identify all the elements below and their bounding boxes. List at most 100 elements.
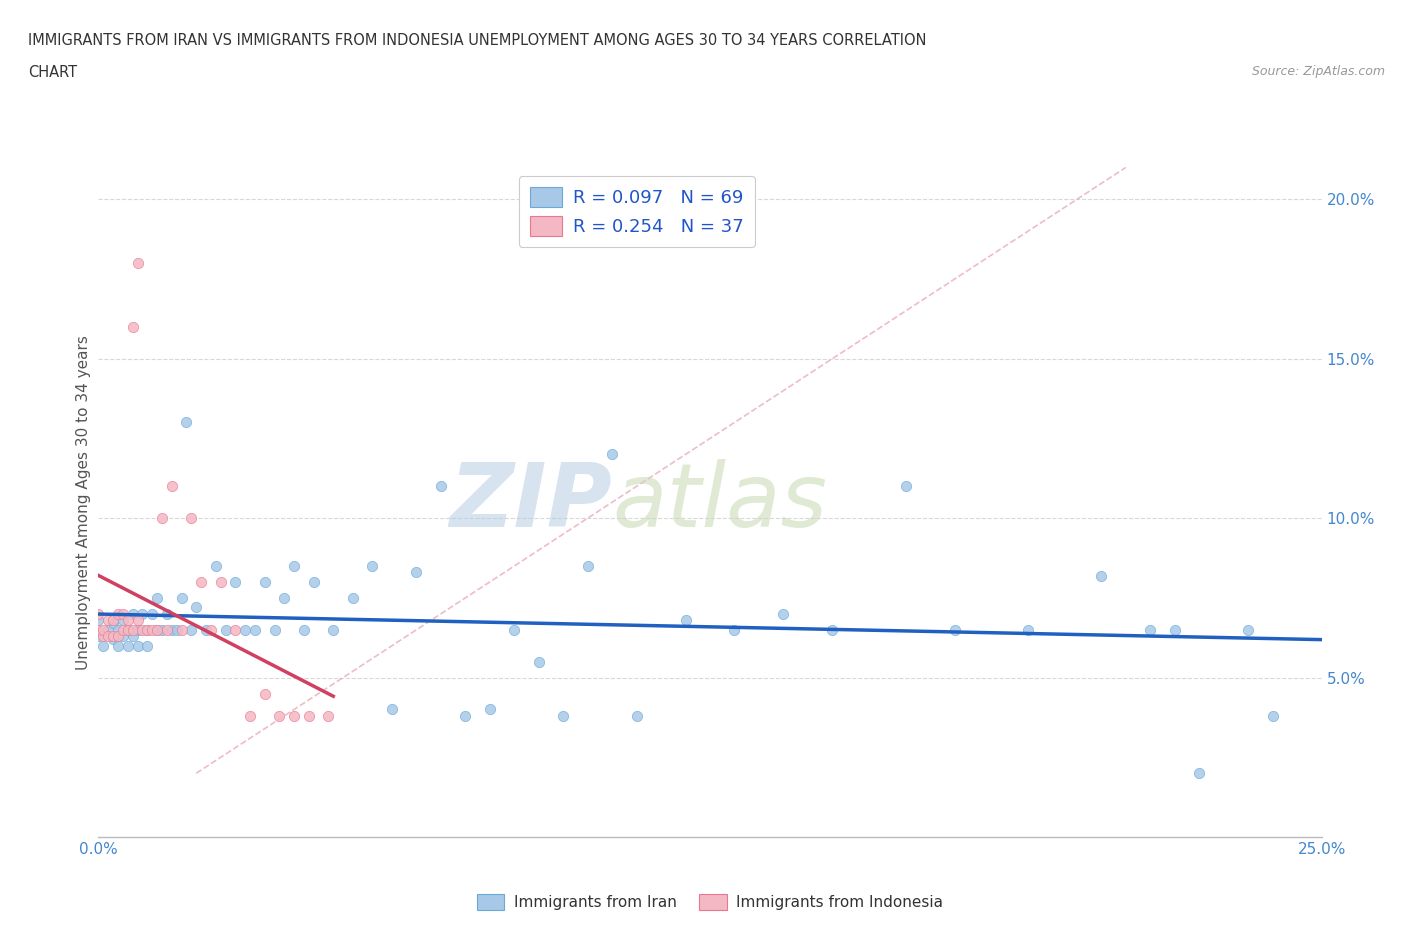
Point [553,709,575,724]
Point [127,622,149,637]
Point [821,622,844,637]
Point [87,606,110,621]
Point [150,622,173,637]
Point [1261,709,1284,724]
Point [107,606,129,621]
Point [160,622,183,637]
Point [111,622,134,637]
Point [626,709,648,724]
Point [186,600,208,615]
Point [772,606,794,621]
Point [127,638,149,653]
Point [1237,622,1260,637]
Point [454,709,477,724]
Point [205,559,228,574]
Point [214,622,236,637]
Point [150,511,173,525]
Point [166,622,188,637]
Point [200,622,222,637]
Point [117,622,139,637]
Point [943,622,966,637]
Point [1139,622,1161,637]
Point [107,629,129,644]
Point [131,606,153,621]
Point [292,622,315,637]
Point [136,638,159,653]
Point [600,447,623,462]
Point [302,575,325,590]
Point [91,622,114,637]
Point [121,606,143,621]
Point [176,415,198,430]
Point [342,591,364,605]
Point [121,629,143,644]
Point [318,709,340,724]
Point [1090,568,1112,583]
Point [381,702,404,717]
Point [97,629,120,644]
Point [101,629,124,644]
Point [136,622,159,637]
Point [298,709,321,724]
Point [91,638,114,653]
Point [87,629,110,644]
Point [121,319,143,334]
Legend: Immigrants from Iran, Immigrants from Indonesia: Immigrants from Iran, Immigrants from In… [471,887,949,916]
Point [160,479,183,494]
Text: IMMIGRANTS FROM IRAN VS IMMIGRANTS FROM INDONESIA UNEMPLOYMENT AMONG AGES 30 TO : IMMIGRANTS FROM IRAN VS IMMIGRANTS FROM … [28,33,927,47]
Point [101,631,124,646]
Point [1017,622,1039,637]
Point [117,638,139,653]
Point [180,622,202,637]
Point [87,622,110,637]
Point [111,613,134,628]
Point [101,616,124,631]
Point [170,591,193,605]
Point [233,622,256,637]
Point [527,654,550,669]
Point [723,622,745,637]
Point [111,629,134,644]
Point [894,479,917,494]
Point [127,613,149,628]
Point [180,511,202,525]
Point [503,622,526,637]
Point [283,559,305,574]
Point [273,591,295,605]
Point [141,622,163,637]
Point [224,575,246,590]
Point [136,622,159,637]
Point [156,606,179,621]
Point [361,559,384,574]
Point [146,622,169,637]
Point [430,479,453,494]
Point [117,622,139,637]
Point [97,622,120,637]
Point [146,591,169,605]
Point [253,686,276,701]
Point [269,709,291,724]
Point [127,256,149,271]
Point [156,622,179,637]
Point [675,613,697,628]
Y-axis label: Unemployment Among Ages 30 to 34 years: Unemployment Among Ages 30 to 34 years [76,335,91,670]
Point [1164,622,1187,637]
Point [190,575,212,590]
Point [239,709,262,724]
Text: CHART: CHART [28,65,77,80]
Point [1188,765,1211,780]
Point [141,606,163,621]
Point [117,613,139,628]
Point [87,613,110,628]
Point [209,575,232,590]
Text: ZIP: ZIP [450,458,612,546]
Point [195,622,218,637]
Point [478,702,501,717]
Text: Source: ZipAtlas.com: Source: ZipAtlas.com [1251,65,1385,78]
Point [253,575,276,590]
Point [107,638,129,653]
Point [101,613,124,628]
Point [224,622,246,637]
Point [263,622,285,637]
Point [121,622,143,637]
